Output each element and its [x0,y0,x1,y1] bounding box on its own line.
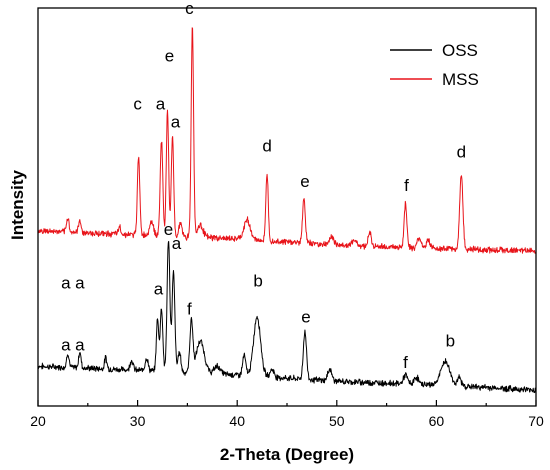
peak-label: f [187,299,192,318]
x-tick-label: 40 [229,413,245,429]
peak-label: a [75,274,85,293]
peak-label: f [404,176,409,195]
peak-label: e [301,307,310,326]
peak-label: a [172,234,182,253]
x-tick-label: 30 [130,413,146,429]
peak-label: a [61,335,71,354]
series-line-mss [37,27,537,254]
peak-label: c [133,94,142,113]
x-tick-label: 60 [429,413,445,429]
series-line-oss [37,240,537,394]
peak-label: c [185,0,194,18]
peak-label: b [446,331,455,350]
peak-label: a [75,335,85,354]
x-axis-title: 2-Theta (Degree) [220,445,354,464]
peak-label: e [165,47,174,66]
x-tick-label: 50 [329,413,345,429]
peak-label: d [262,136,271,155]
peak-labels: aacaeafcdefdaaaeafbefb [61,0,466,372]
peak-label: a [154,280,164,299]
peak-label: e [300,172,309,191]
peak-label: a [171,112,181,131]
series-layer [37,27,537,394]
legend-label-mss: MSS [442,70,479,89]
y-axis-title: Intensity [8,170,27,240]
peak-label: d [457,142,466,161]
tick-layer: 20 30 40 50 60 70 [30,400,544,429]
x-tick-label: 20 [30,413,46,429]
x-tick-label: 70 [528,413,544,429]
peak-label: f [403,353,408,372]
peak-label: a [156,94,166,113]
peak-label: e [164,220,173,239]
peak-label: b [253,272,262,291]
plot-frame [37,7,537,407]
legend-label-oss: OSS [442,41,478,60]
peak-label: a [61,274,71,293]
legend: OSS MSS [390,41,479,89]
